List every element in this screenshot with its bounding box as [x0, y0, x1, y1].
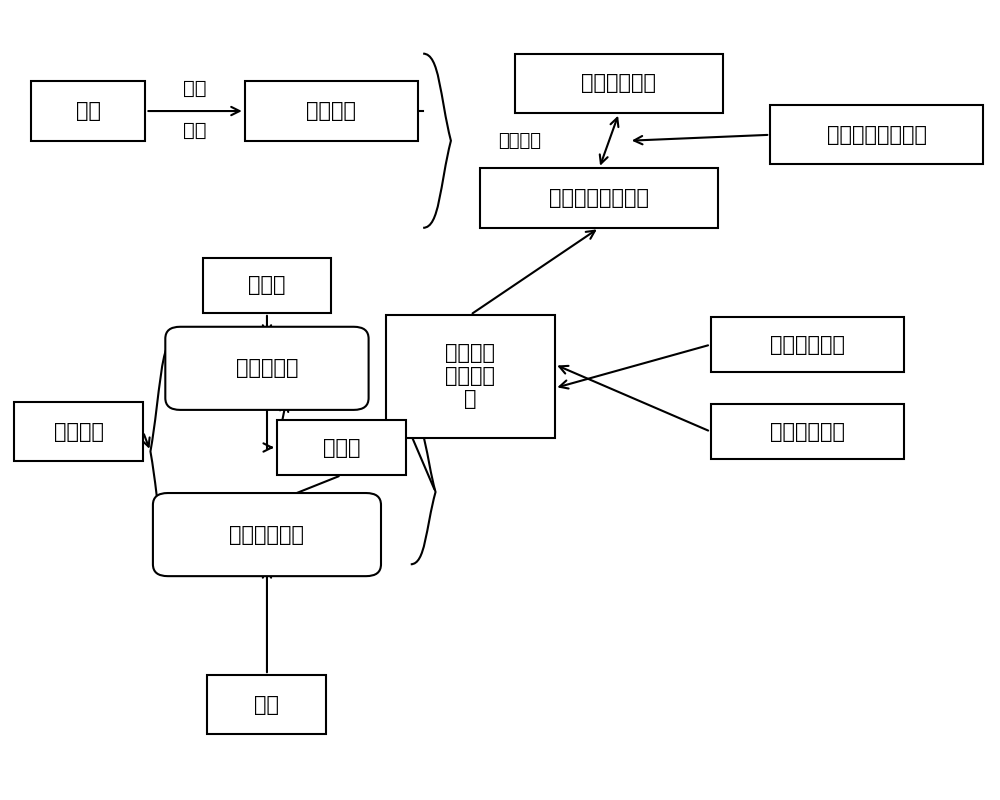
FancyBboxPatch shape: [386, 315, 555, 438]
FancyBboxPatch shape: [515, 54, 723, 113]
Text: 植物生长高程情况: 植物生长高程情况: [827, 125, 927, 145]
Text: 生长率: 生长率: [248, 275, 286, 295]
Text: 植物生长: 植物生长: [54, 422, 104, 442]
Text: 相互转换: 相互转换: [498, 132, 541, 150]
Text: 现存生物量: 现存生物量: [236, 358, 298, 378]
Text: 温度: 温度: [254, 694, 279, 714]
Text: 沉积: 沉积: [183, 122, 207, 140]
FancyBboxPatch shape: [153, 493, 381, 576]
FancyBboxPatch shape: [14, 402, 143, 462]
Text: 植物对滩
涂沉积作
用: 植物对滩 涂沉积作 用: [445, 343, 495, 410]
Text: 海岸滩涂: 海岸滩涂: [306, 101, 356, 121]
FancyBboxPatch shape: [203, 258, 331, 313]
FancyBboxPatch shape: [711, 317, 904, 372]
FancyBboxPatch shape: [277, 420, 406, 475]
Text: 潮汐: 潮汐: [76, 101, 101, 121]
FancyBboxPatch shape: [711, 404, 904, 459]
Text: 滩涂湿地面积变化: 滩涂湿地面积变化: [549, 188, 649, 208]
Text: 死亡率: 死亡率: [323, 438, 360, 458]
Text: 植物截留泥沙: 植物截留泥沙: [770, 422, 845, 442]
FancyBboxPatch shape: [480, 169, 718, 228]
FancyBboxPatch shape: [207, 675, 326, 734]
FancyBboxPatch shape: [245, 82, 418, 141]
Text: 光滩面积变化: 光滩面积变化: [582, 74, 656, 94]
Text: 侵蚀: 侵蚀: [183, 79, 207, 98]
Text: 植物有机沉积: 植物有机沉积: [770, 334, 845, 354]
Text: 未水解生物量: 未水解生物量: [229, 525, 304, 545]
FancyBboxPatch shape: [165, 326, 369, 410]
FancyBboxPatch shape: [31, 82, 145, 141]
FancyBboxPatch shape: [770, 105, 983, 165]
